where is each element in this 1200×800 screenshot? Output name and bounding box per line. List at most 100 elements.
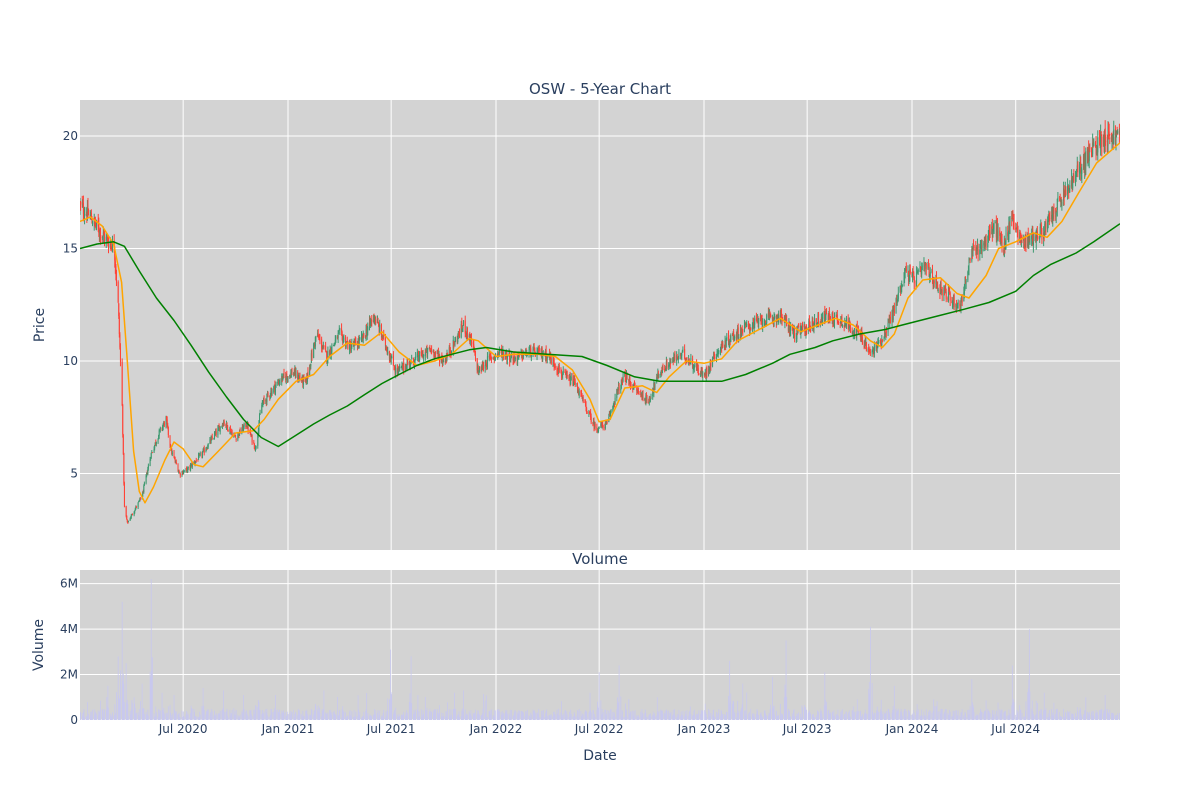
candle-down [788,322,790,332]
candle-down [245,423,247,427]
candle-up [916,272,918,284]
candle-down [622,381,624,382]
candle-up [577,391,579,393]
volume-bar [207,709,209,720]
candle-up [736,332,738,338]
candle-down [961,297,963,303]
volume-bar [835,713,837,720]
candle-down [747,325,749,327]
candle-down [584,401,586,405]
volume-bar [1095,712,1096,720]
volume-bar [317,705,319,720]
candle-down [123,483,125,507]
volume-bar [901,712,903,720]
volume-bar [302,710,304,720]
candle-up [526,354,528,357]
candle-up [335,336,337,339]
volume-bar [887,708,889,720]
candle-up [879,340,881,341]
volume-bar [528,715,530,720]
candle-down [640,391,642,396]
candle-up [820,317,822,323]
candle-up [305,376,307,383]
volume-bar [852,706,854,720]
volume-bar [1056,708,1058,720]
price-y-tick-label: 15 [63,242,78,256]
candle-up [1117,131,1119,133]
candle-down [860,333,862,342]
volume-bar [773,706,774,720]
candle-up [648,397,650,404]
volume-bar [757,714,759,720]
candle-down [506,352,508,360]
volume-bar [504,713,506,720]
volume-bar [234,714,235,720]
volume-bar [170,712,172,720]
candle-down [226,422,228,426]
volume-bar [98,715,100,720]
candle-up [933,280,935,287]
candle-down [235,436,237,438]
volume-bar [1112,713,1113,720]
volume-bar [1040,709,1042,720]
candle-down [430,349,432,351]
volume-bar [143,714,145,720]
volume-bar [705,714,707,720]
volume-bar [159,710,161,720]
volume-bar [118,695,120,720]
candle-down [880,343,882,346]
candle-up [207,443,209,447]
candle-up [912,272,914,277]
volume-bar [159,713,161,720]
volume-bar [1116,717,1117,720]
volume-bar [434,710,436,720]
candle-up [154,445,156,449]
volume-bar [672,709,674,720]
candle-down [689,361,691,365]
candle-down [1059,198,1061,202]
volume-bar [1103,713,1104,720]
candle-up [909,269,911,281]
volume-bar [142,708,144,720]
candle-down [578,390,580,395]
candle-up [700,372,702,376]
volume-bar [230,715,231,720]
candle-up [612,405,614,407]
volume-bar [369,715,370,720]
volume-bar [734,711,736,720]
candle-down [378,323,380,326]
volume-bar [381,716,382,720]
volume-bar [637,715,639,720]
volume-bar [1083,714,1085,720]
candle-up [198,455,200,460]
candle-down [1087,149,1089,164]
candle-up [725,341,727,347]
candle-up [130,515,132,518]
candle-up [533,347,535,350]
date-axis-title: Date [583,748,616,764]
candle-down [286,377,288,380]
volume-bar [700,709,702,720]
candle-up [269,395,271,397]
volume-bar [125,663,127,720]
candle-down [449,347,451,353]
volume-bar [473,712,475,720]
candle-up [951,304,953,305]
volume-bar [933,706,935,720]
candle-down [194,462,196,464]
candle-up [334,343,336,345]
volume-bar [848,712,850,720]
volume-bar [744,716,746,720]
candle-up [1020,238,1022,242]
candle-down [403,362,405,371]
candle-down [431,349,433,352]
volume-bar [860,711,862,720]
volume-bar [424,696,426,720]
volume-bar [650,713,651,720]
volume-bar [968,709,970,720]
volume-bar [279,709,280,720]
volume-bar [1084,710,1086,720]
candle-up [255,446,257,448]
candle-down [465,332,467,335]
candle-up [302,377,304,385]
